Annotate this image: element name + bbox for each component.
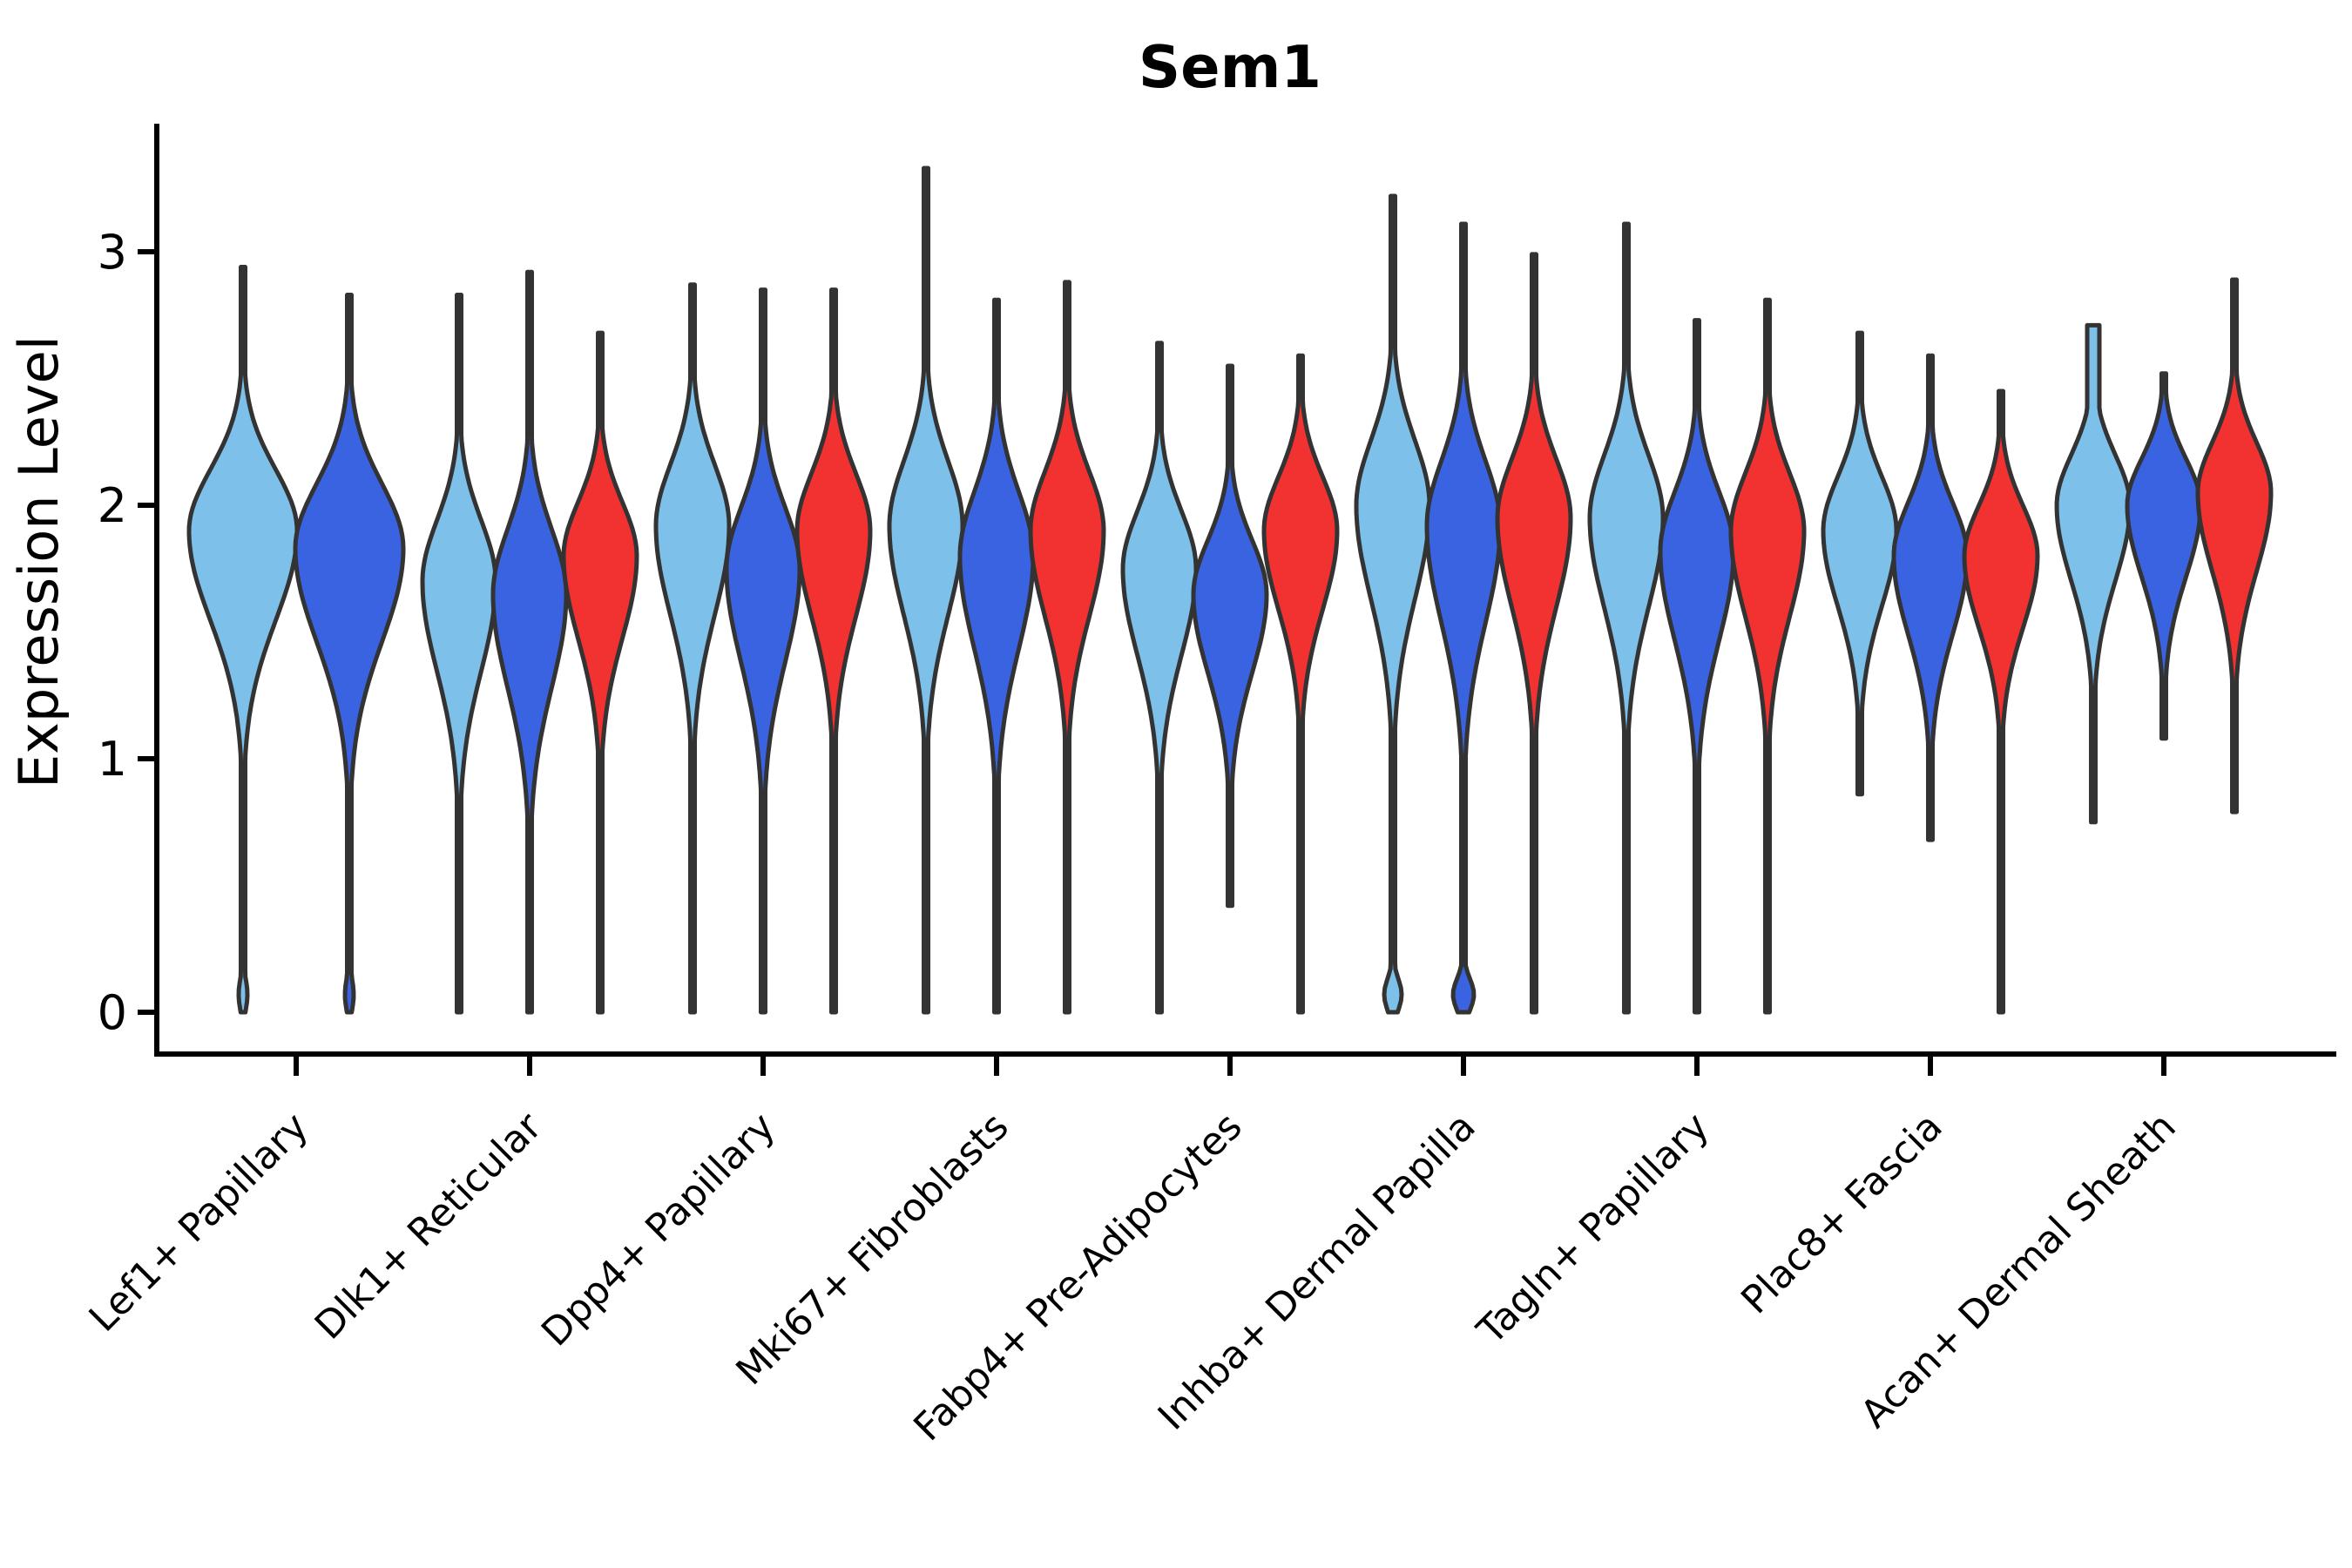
y-tick-label-0: 0 (98, 985, 127, 1040)
y-tick-label-2: 2 (98, 478, 127, 533)
violins-layer (186, 166, 2274, 1015)
violin-6-red (1495, 252, 1573, 1015)
chart-title: Sem1 (1139, 33, 1321, 101)
violin-5-dark-blue (1191, 363, 1269, 909)
violin-5-light-blue (1120, 341, 1199, 1015)
violin-7-red (1728, 297, 1807, 1015)
violin-9-red (2195, 277, 2274, 814)
violin-3-red (794, 287, 873, 1015)
y-tick-label-3: 3 (98, 225, 127, 280)
violin-9-light-blue (2054, 322, 2132, 825)
violin-6-light-blue (1354, 193, 1432, 1015)
violin-6-dark-blue (1424, 221, 1503, 1015)
violin-4-red (1028, 280, 1106, 1015)
y-axis-label: Expression Level (7, 335, 71, 788)
violin-2-dark-blue (490, 269, 569, 1015)
violin-2-red (561, 330, 639, 1015)
violin-3-light-blue (653, 282, 732, 1015)
x-tick-label-1: Lef1+ Papillary (81, 1105, 317, 1341)
x-tick-label-8: Plac8+ Fascia (1733, 1105, 1951, 1323)
violin-8-dark-blue (1891, 353, 1970, 842)
violin-7-light-blue (1587, 221, 1666, 1015)
violin-2-light-blue (420, 293, 498, 1015)
violin-7-dark-blue (1658, 318, 1736, 1015)
x-tick-label-7: Tagln+ Papillary (1469, 1105, 1718, 1354)
violin-4-light-blue (887, 166, 965, 1015)
violin-1-light-blue (186, 265, 300, 1015)
x-tick-label-2: Dlk1+ Reticular (307, 1104, 551, 1348)
violin-5-red (1261, 353, 1340, 1015)
violin-8-light-blue (1821, 330, 1899, 797)
axes-layer (154, 124, 2336, 1057)
violin-3-dark-blue (724, 287, 802, 1015)
violin-1-dark-blue (293, 293, 406, 1015)
y-tick-label-1: 1 (98, 732, 127, 787)
violin-8-red (1962, 389, 2040, 1015)
violin-4-dark-blue (957, 297, 1036, 1015)
violin-9-dark-blue (2125, 371, 2203, 741)
x-tick-label-3: Dpp4+ Papillary (533, 1105, 784, 1355)
